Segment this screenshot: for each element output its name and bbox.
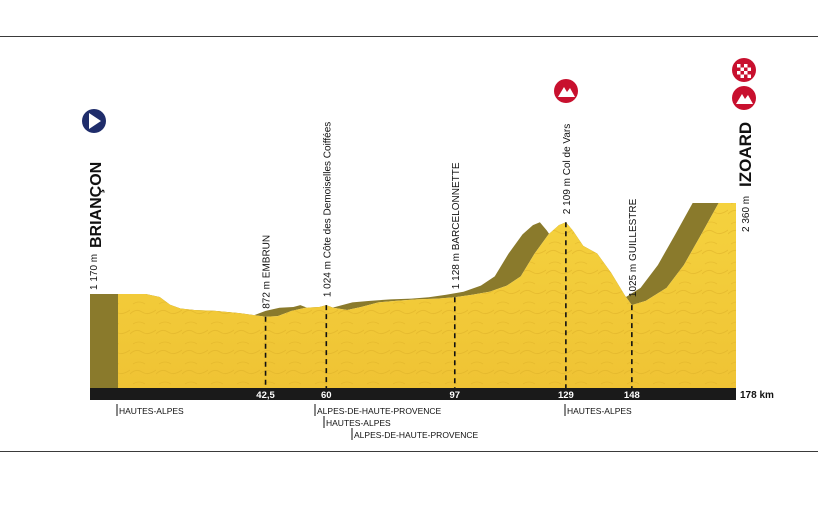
department-label: HAUTES-ALPES [326,418,391,428]
departments: HAUTES-ALPES ALPES-DE-HAUTE-PROVENCE HAU… [116,404,632,440]
checker-square [747,67,751,71]
checker-square [747,64,751,68]
waypoint-name: EMBRUN [262,235,273,278]
checker-square [740,71,744,75]
checker-square [744,71,748,75]
distance-base-bar [90,388,736,400]
waypoint-altitude: 872 m [262,278,273,309]
col-de-vars-mountain-icon [554,79,578,103]
waypoint-label: 872 m EMBRUN [262,235,273,309]
finish-name: IZOARD [736,122,755,187]
play-arrow-shape [89,113,101,129]
finish-flag-icon [732,58,756,82]
waypoint-name: BARCELONNETTE [451,162,462,250]
bottom-rule [0,451,818,452]
total-distance-label: 178 km [740,390,774,401]
department-label: HAUTES-ALPES [567,406,632,416]
finish-mountain-icon [732,86,756,110]
waypoint-km-label: 42,5 [256,390,275,401]
waypoint-label: 2 109 m Col de Vars [562,124,573,214]
checker-square [737,64,741,68]
checker-square [744,67,748,71]
start-marker [82,109,106,133]
start-altitude: 1 170 m [89,254,100,290]
checker-square [737,74,741,78]
waypoint-km-label: 148 [624,390,640,401]
checker-square [740,67,744,71]
checker-square [747,74,751,78]
checker-square [747,71,751,75]
waypoint-label: 1 128 m BARCELONNETTE [451,162,462,289]
waypoint-km-label: 97 [449,390,460,401]
start-name: BRIANÇON [88,162,105,248]
waypoint-name: Col de Vars [562,124,573,176]
checker-square [744,64,748,68]
department-label: ALPES-DE-HAUTE-PROVENCE [354,430,479,440]
checker-square [737,67,741,71]
profile-terrain-texture [118,203,736,388]
top-rule [0,36,818,37]
waypoint-altitude: 1025 m [628,261,639,297]
finish-altitude: 2 360 m [741,196,752,232]
waypoint-altitude: 1 128 m [451,250,462,289]
waypoint-altitude: 2 109 m [562,175,573,214]
waypoint-km-label: 60 [321,390,332,401]
waypoint-name: GUILLESTRE [628,198,639,261]
waypoint-label: 1 024 m Côte des Demoiselles Coiffées [322,122,333,297]
checker-square [737,71,741,75]
waypoint-label: 1025 m GUILLESTRE [628,198,639,297]
checker-square [740,74,744,78]
waypoint-km-label: 129 [558,390,574,401]
checker-square [740,64,744,68]
waypoint-name: Côte des Demoiselles Coiffées [322,122,333,259]
department-label: HAUTES-ALPES [119,406,184,416]
department-label: ALPES-DE-HAUTE-PROVENCE [317,406,442,416]
checker-square [744,74,748,78]
waypoint-altitude: 1 024 m [322,258,333,297]
profile-area [118,203,736,388]
start-block-face [90,294,118,388]
